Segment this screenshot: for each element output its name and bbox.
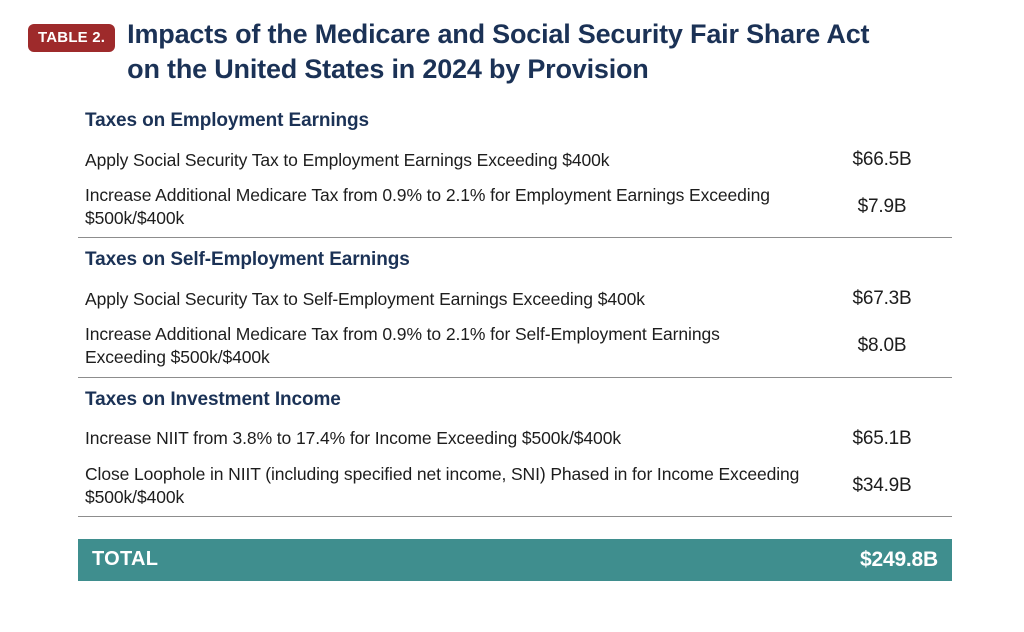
table-row-value: $65.1B	[852, 427, 912, 449]
page-title: Impacts of the Medicare and Social Secur…	[127, 17, 996, 87]
figure-header: TABLE 2. Impacts of the Medicare and Soc…	[0, 0, 1024, 87]
section-divider	[78, 237, 952, 239]
table-row: Apply Social Security Tax to Self-Employ…	[78, 279, 952, 320]
total-value: $249.8B	[860, 547, 938, 571]
table-section-self-employment-earnings: Taxes on Self-Employment Earnings Apply …	[78, 238, 952, 378]
table-section-employment-earnings: Taxes on Employment Earnings Apply Socia…	[78, 99, 952, 239]
total-row: TOTAL $249.8B	[78, 538, 952, 581]
table-row: Increase Additional Medicare Tax from 0.…	[78, 181, 952, 234]
table-section-investment-income: Taxes on Investment Income Increase NIIT…	[78, 378, 952, 517]
section-divider	[78, 376, 952, 378]
section-divider	[78, 515, 952, 517]
table-row-value: $7.9B	[857, 196, 907, 218]
table-row: Increase Additional Medicare Tax from 0.…	[78, 320, 952, 373]
table-row-value: $8.0B	[857, 335, 907, 357]
page-title-line-2: on the United States in 2024 by Provisio…	[127, 54, 649, 85]
section-heading: Taxes on Investment Income	[85, 388, 341, 410]
table-row-label: Increase NIIT from 3.8% to 17.4% for Inc…	[85, 428, 621, 449]
table-row-value: $34.9B	[852, 474, 912, 496]
table-row-label: Apply Social Security Tax to Employment …	[85, 149, 610, 170]
table-row: Apply Social Security Tax to Employment …	[78, 140, 952, 181]
section-heading: Taxes on Employment Earnings	[85, 110, 370, 132]
table-row: Increase NIIT from 3.8% to 17.4% for Inc…	[78, 419, 952, 460]
table-row-label: Close Loophole in NIIT (including specif…	[85, 463, 800, 507]
table-body: Taxes on Employment Earnings Apply Socia…	[78, 99, 952, 517]
total-label: TOTAL	[92, 548, 159, 571]
table-row-value: $66.5B	[852, 149, 912, 171]
table-row-value: $67.3B	[852, 288, 912, 310]
table-row-label: Increase Additional Medicare Tax from 0.…	[85, 324, 720, 368]
table-row-label: Increase Additional Medicare Tax from 0.…	[85, 185, 770, 229]
table-row-label: Apply Social Security Tax to Self-Employ…	[85, 288, 645, 309]
table-row: Close Loophole in NIIT (including specif…	[78, 460, 952, 513]
page-title-line-1: Impacts of the Medicare and Social Secur…	[127, 19, 870, 49]
section-heading: Taxes on Self-Employment Earnings	[85, 249, 410, 271]
table-number-badge: TABLE 2.	[28, 24, 116, 52]
